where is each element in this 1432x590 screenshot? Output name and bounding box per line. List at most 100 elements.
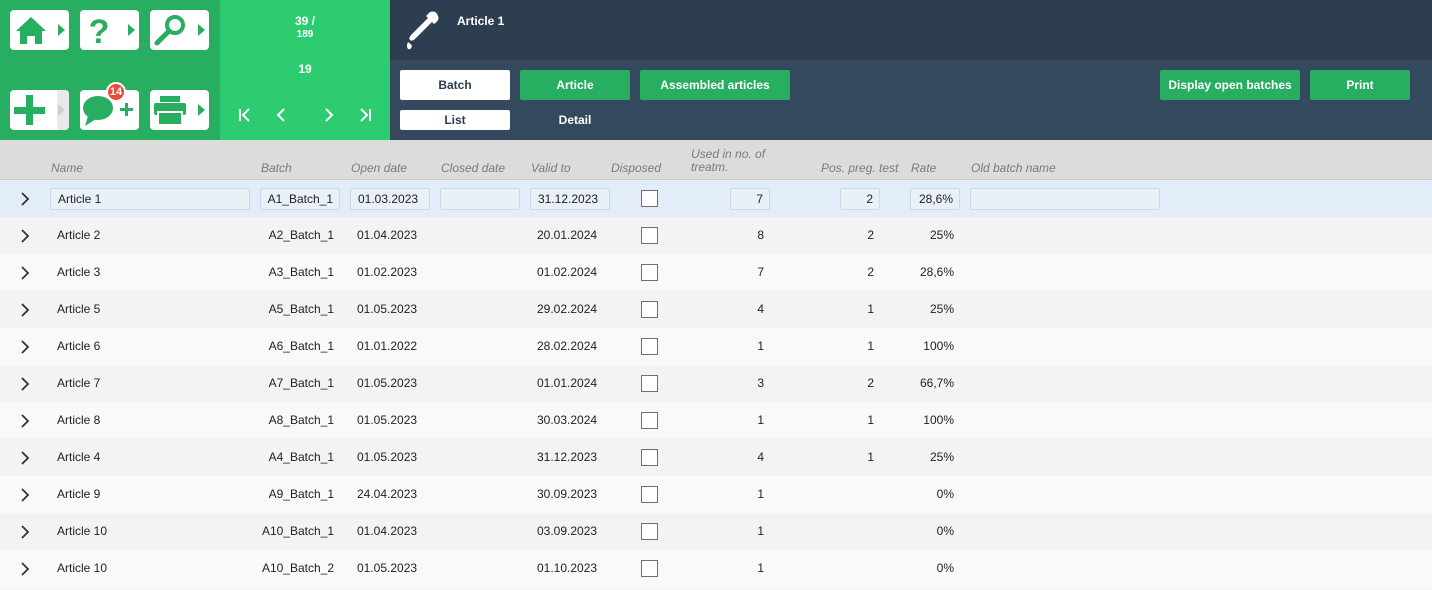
cell-rate[interactable]: 28,6% <box>910 188 960 210</box>
cell-batch: A8_Batch_1 <box>268 413 334 427</box>
expand-row-button[interactable] <box>18 451 32 468</box>
expand-row-button[interactable] <box>18 266 32 283</box>
title-bar: Article 1 <box>390 0 1432 60</box>
table-row[interactable]: Article 10 A10_Batch_2 01.05.2023 01.10.202… <box>0 550 1432 587</box>
cell-used[interactable]: 7 <box>730 188 770 210</box>
help-button[interactable]: ? <box>80 10 139 50</box>
first-record-button[interactable] <box>234 104 256 126</box>
chevron-right-icon <box>21 266 30 280</box>
column-header-used-line1: Used in no. of <box>691 147 766 161</box>
cell-open-date: 01.05.2023 <box>357 302 418 316</box>
cell-valid-to: 28.02.2024 <box>537 339 598 353</box>
column-header-rate[interactable]: Rate <box>911 161 937 175</box>
expand-row-button[interactable] <box>18 488 32 505</box>
disposed-checkbox[interactable] <box>641 523 658 540</box>
home-button[interactable] <box>10 10 69 50</box>
disposed-checkbox[interactable] <box>641 227 658 244</box>
last-page-icon <box>360 108 371 122</box>
cell-old-batch[interactable] <box>970 188 1160 210</box>
table-row[interactable]: Article 9 A9_Batch_1 24.04.2023 30.09.2023 1… <box>0 476 1432 513</box>
cell-used: 1 <box>757 413 764 427</box>
column-header-closed-date[interactable]: Closed date <box>441 161 506 175</box>
column-header-name[interactable]: Name <box>51 161 84 175</box>
cell-closed-date[interactable] <box>440 188 520 210</box>
disposed-checkbox[interactable] <box>641 338 658 355</box>
next-record-button[interactable] <box>318 104 340 126</box>
disposed-checkbox[interactable] <box>641 375 658 392</box>
disposed-checkbox[interactable] <box>641 301 658 318</box>
tab-batch[interactable]: Batch <box>400 70 510 100</box>
tab-article[interactable]: Article <box>520 70 630 100</box>
cell-name: Article 7 <box>57 376 101 390</box>
header: ? 14 <box>0 0 1432 140</box>
column-header-batch[interactable]: Batch <box>261 161 292 175</box>
column-header-pos-preg-test[interactable]: Pos. preg. test <box>821 161 899 175</box>
table-row[interactable]: Article 7 A7_Batch_1 01.05.2023 01.01.2024 3… <box>0 365 1432 402</box>
expand-row-button[interactable] <box>18 192 32 209</box>
cell-name: Article 5 <box>57 302 101 316</box>
expand-row-button[interactable] <box>18 562 32 579</box>
disposed-checkbox[interactable] <box>641 486 658 503</box>
disposed-checkbox[interactable] <box>641 264 658 281</box>
disposed-checkbox[interactable] <box>641 560 658 577</box>
home-icon <box>16 17 46 44</box>
expand-row-button[interactable] <box>18 377 32 394</box>
chevron-right-icon <box>198 24 205 36</box>
column-header-valid-to[interactable]: Valid to <box>531 161 571 175</box>
add-comment-button[interactable]: 14 <box>80 82 139 130</box>
print-report-button[interactable]: Print <box>1310 70 1410 100</box>
disposed-checkbox[interactable] <box>641 412 658 429</box>
expand-row-button[interactable] <box>18 525 32 542</box>
cell-open-date: 01.01.2022 <box>357 339 418 353</box>
notification-badge: 14 <box>106 82 126 102</box>
cell-old-batch <box>970 328 1160 365</box>
cell-batch: A10_Batch_1 <box>261 524 334 538</box>
cell-old-batch <box>970 513 1160 550</box>
table-row[interactable]: Article 6 A6_Batch_1 01.01.2022 28.02.2024 1… <box>0 328 1432 365</box>
cell-valid-to: 31.12.2023 <box>537 450 598 464</box>
table-row[interactable]: Article 5 A5_Batch_1 01.05.2023 29.02.2024 4… <box>0 291 1432 328</box>
cell-name: Article 10 <box>57 561 108 575</box>
table-row[interactable]: Article 8 A8_Batch_1 01.05.2023 30.03.2024 1… <box>0 402 1432 439</box>
expand-row-button[interactable] <box>18 340 32 357</box>
chevron-right-icon <box>128 24 135 36</box>
column-header-used[interactable]: Used in no. of treatm. <box>691 148 765 174</box>
chevron-left-icon <box>276 108 285 122</box>
search-button[interactable] <box>150 10 209 50</box>
tab-detail[interactable]: Detail <box>558 113 592 127</box>
batch-table: Name Batch Open date Closed date Valid t… <box>0 140 1432 590</box>
previous-record-button[interactable] <box>270 104 292 126</box>
tab-list[interactable]: List <box>400 110 510 130</box>
tab-assembled-articles[interactable]: Assembled articles <box>640 70 790 100</box>
table-row[interactable]: Article 10 A10_Batch_1 01.04.2023 03.09.202… <box>0 513 1432 550</box>
expand-row-button[interactable] <box>18 414 32 431</box>
column-header-disposed[interactable]: Disposed <box>611 161 662 175</box>
cell-closed-date <box>440 217 520 254</box>
cell-name[interactable]: Article 1 <box>50 188 250 210</box>
table-row[interactable]: Article 2 A2_Batch_1 01.04.2023 20.01.2024 8… <box>0 217 1432 254</box>
add-button[interactable] <box>10 90 69 130</box>
cell-open-date[interactable]: 01.03.2023 <box>350 188 430 210</box>
expand-row-button[interactable] <box>18 303 32 320</box>
table-row[interactable]: Article 1 A1_Batch_1 01.03.2023 31.12.2023 7… <box>0 180 1432 217</box>
expand-row-button[interactable] <box>18 229 32 246</box>
cell-rate: 0% <box>936 524 954 538</box>
chevron-right-icon <box>21 377 30 391</box>
disposed-checkbox[interactable] <box>641 190 658 207</box>
cell-valid-to: 01.02.2024 <box>537 265 598 279</box>
cell-name: Article 10 <box>57 524 108 538</box>
cell-batch[interactable]: A1_Batch_1 <box>260 188 340 210</box>
cell-used: 4 <box>757 450 764 464</box>
table-row[interactable]: Article 3 A3_Batch_1 01.02.2023 01.02.2024 7… <box>0 254 1432 291</box>
cell-valid-to[interactable]: 31.12.2023 <box>530 188 610 210</box>
column-header-open-date[interactable]: Open date <box>351 161 408 175</box>
column-header-old-batch-name[interactable]: Old batch name <box>971 161 1056 175</box>
cell-rate: 25% <box>929 302 954 316</box>
cell-pos-preg[interactable]: 2 <box>840 188 880 210</box>
display-open-batches-button[interactable]: Display open batches <box>1160 70 1300 100</box>
disposed-checkbox[interactable] <box>641 449 658 466</box>
last-record-button[interactable] <box>354 104 376 126</box>
table-row[interactable]: Article 4 A4_Batch_1 01.05.2023 31.12.2023 4… <box>0 439 1432 476</box>
print-button[interactable] <box>150 90 209 130</box>
cell-batch: A7_Batch_1 <box>268 376 334 390</box>
